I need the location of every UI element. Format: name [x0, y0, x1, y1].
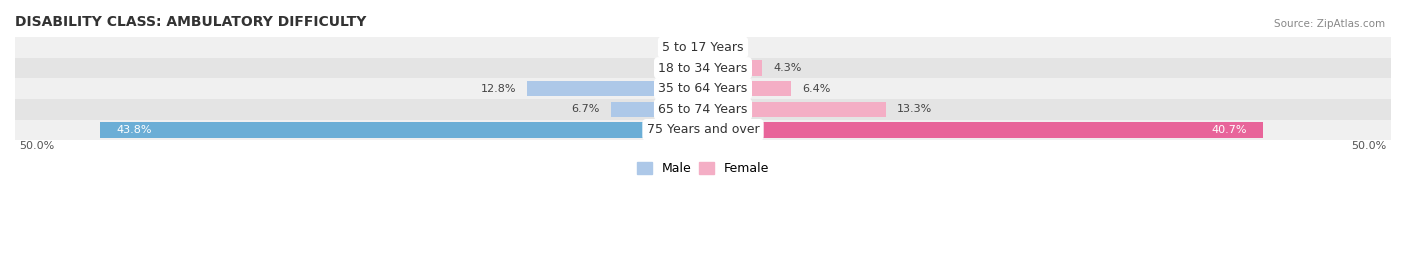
Text: 50.0%: 50.0%	[20, 141, 55, 151]
Legend: Male, Female: Male, Female	[631, 157, 775, 180]
Bar	[100, 122, 703, 137]
Bar	[15, 78, 1391, 99]
Text: 40.7%: 40.7%	[1211, 125, 1247, 135]
Bar	[703, 60, 762, 76]
Text: 43.8%: 43.8%	[117, 125, 152, 135]
Text: 50.0%: 50.0%	[1351, 141, 1386, 151]
Bar	[703, 101, 886, 117]
Bar	[15, 99, 1391, 119]
Text: DISABILITY CLASS: AMBULATORY DIFFICULTY: DISABILITY CLASS: AMBULATORY DIFFICULTY	[15, 15, 367, 29]
Text: 6.4%: 6.4%	[801, 84, 831, 94]
Bar	[703, 122, 1263, 137]
Text: 12.8%: 12.8%	[481, 84, 516, 94]
Text: 13.3%: 13.3%	[897, 104, 932, 114]
Text: 0.0%: 0.0%	[664, 63, 692, 73]
Text: 0.0%: 0.0%	[714, 43, 742, 52]
Bar	[703, 81, 792, 96]
Bar	[15, 119, 1391, 140]
Bar	[15, 37, 1391, 58]
Text: 5 to 17 Years: 5 to 17 Years	[662, 41, 744, 54]
Text: 65 to 74 Years: 65 to 74 Years	[658, 103, 748, 116]
Text: Source: ZipAtlas.com: Source: ZipAtlas.com	[1274, 19, 1385, 29]
Text: 75 Years and over: 75 Years and over	[647, 123, 759, 136]
Bar	[15, 58, 1391, 78]
Bar	[527, 81, 703, 96]
Text: 6.7%: 6.7%	[571, 104, 600, 114]
Text: 4.3%: 4.3%	[773, 63, 801, 73]
Text: 18 to 34 Years: 18 to 34 Years	[658, 62, 748, 75]
Text: 0.0%: 0.0%	[664, 43, 692, 52]
Bar	[610, 101, 703, 117]
Text: 35 to 64 Years: 35 to 64 Years	[658, 82, 748, 95]
